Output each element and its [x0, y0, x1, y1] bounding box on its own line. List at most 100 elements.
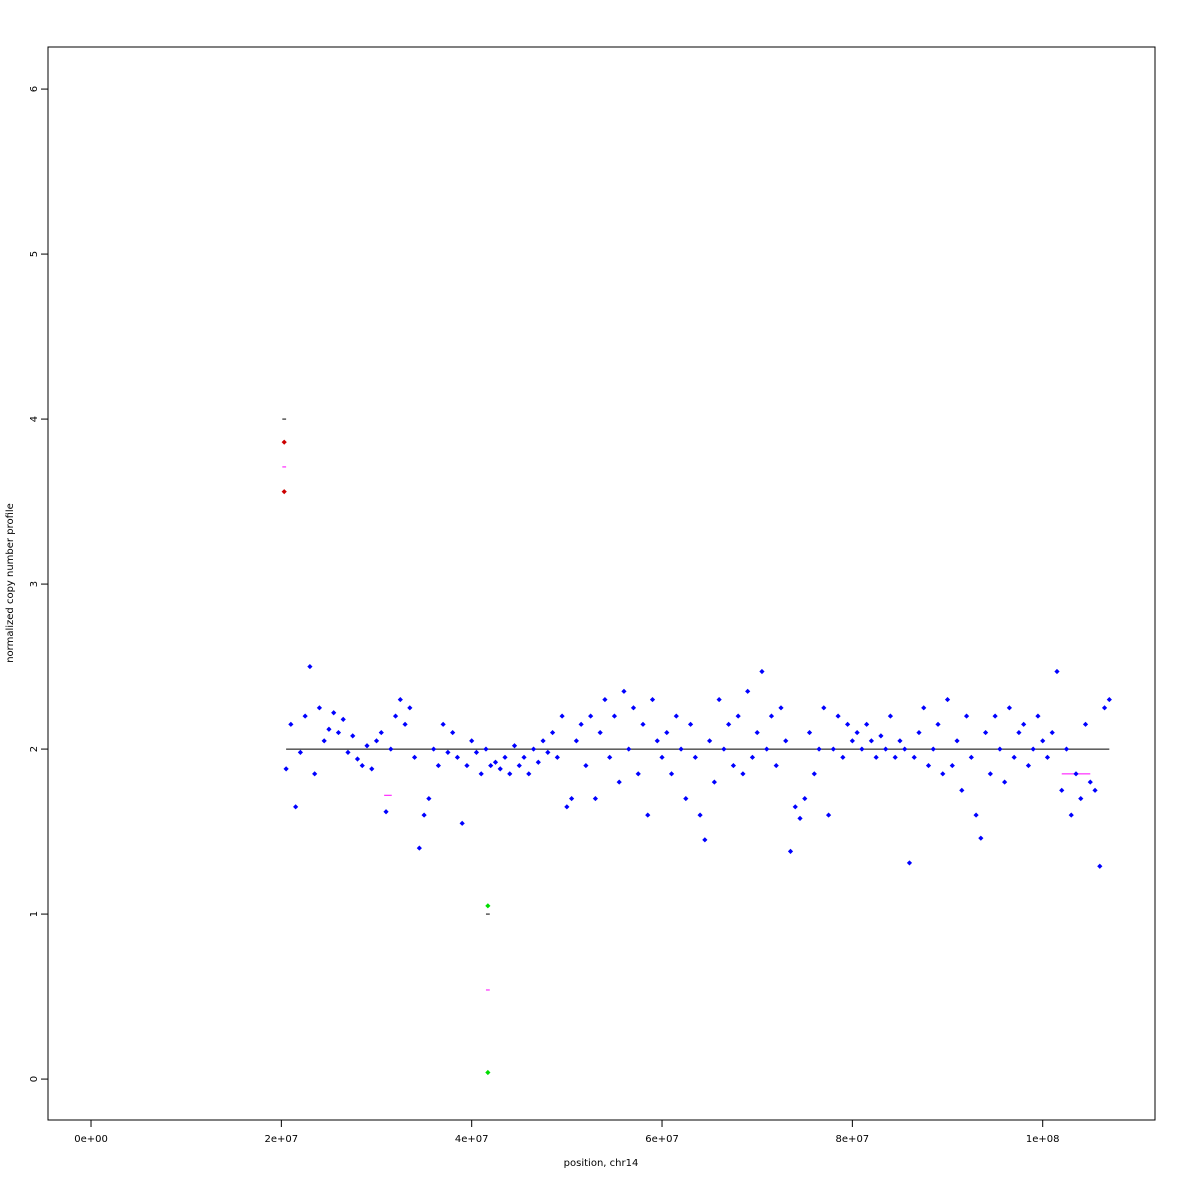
- data-point: [307, 663, 313, 670]
- data-point: [992, 713, 998, 719]
- x-tick-label: 4e+07: [455, 1134, 489, 1145]
- data-point: [326, 726, 332, 732]
- data-point: [1035, 713, 1041, 719]
- data-point: [906, 860, 913, 866]
- data-point: [878, 733, 884, 739]
- data-point: [383, 809, 389, 815]
- data-point: [1101, 705, 1108, 711]
- data-point: [849, 738, 855, 744]
- data-point: [649, 696, 656, 703]
- data-point: [1030, 746, 1036, 752]
- data-point: [293, 804, 299, 810]
- data-point: [811, 771, 817, 777]
- data-point: [635, 771, 641, 777]
- data-point: [283, 766, 289, 772]
- data-point: [892, 754, 898, 760]
- data-point: [402, 721, 408, 727]
- data-point: [1021, 721, 1027, 727]
- data-point: [611, 713, 618, 719]
- data-point: [659, 754, 665, 760]
- data-point: [792, 804, 798, 810]
- data-point: [288, 721, 294, 727]
- data-point: [630, 705, 637, 711]
- data-point: [963, 713, 970, 719]
- data-point: [730, 762, 737, 769]
- data-point: [583, 762, 589, 769]
- data-point: [773, 762, 779, 769]
- x-tick-label: 8e+07: [836, 1134, 870, 1145]
- data-point: [1040, 738, 1046, 744]
- data-point: [868, 738, 874, 744]
- data-point: [821, 705, 827, 711]
- data-point: [1068, 812, 1074, 818]
- data-point: [645, 812, 651, 818]
- data-point: [464, 762, 470, 769]
- data-point: [359, 762, 365, 769]
- data-point: [930, 746, 936, 752]
- data-point: [921, 705, 927, 711]
- data-point: [935, 721, 941, 727]
- data-point: [716, 696, 722, 703]
- data-point: [830, 746, 836, 752]
- data-point: [530, 746, 537, 752]
- data-point: [431, 746, 437, 752]
- data-point: [511, 743, 518, 749]
- data-point: [502, 754, 508, 760]
- data-point: [683, 795, 689, 802]
- data-point: [459, 820, 465, 826]
- data-point: [483, 746, 489, 752]
- data-point: [678, 746, 684, 752]
- data-point: [316, 705, 323, 711]
- data-point: [825, 812, 832, 818]
- data-point: [1025, 762, 1032, 769]
- data-point: [312, 771, 318, 777]
- data-point: [602, 696, 608, 703]
- data-point: [735, 713, 741, 719]
- data-point: [1011, 754, 1017, 760]
- data-point: [1006, 705, 1012, 711]
- data-point: [1073, 771, 1079, 777]
- data-point: [745, 688, 751, 694]
- data-point: [440, 721, 446, 727]
- data-point: [707, 738, 713, 744]
- data-point: [997, 746, 1003, 752]
- data-point: [983, 729, 989, 736]
- data-point: [697, 812, 703, 818]
- data-point: [873, 754, 879, 760]
- data-point: [378, 729, 384, 736]
- data-point: [607, 754, 613, 760]
- data-point: [711, 779, 717, 785]
- data-point: [435, 762, 441, 769]
- data-point: [640, 721, 646, 727]
- data-point: [1002, 779, 1008, 785]
- data-point: [925, 762, 932, 769]
- data-point: [673, 713, 679, 719]
- data-point: [497, 766, 503, 772]
- data-point: [392, 713, 399, 719]
- data-point: [916, 729, 922, 736]
- data-point: [369, 766, 375, 772]
- data-point: [897, 738, 903, 744]
- data-point: [887, 713, 894, 719]
- data-point: [521, 754, 527, 760]
- data-point: [816, 746, 822, 752]
- y-tick-label: 6: [29, 86, 40, 92]
- data-point: [421, 812, 427, 818]
- data-point: [1016, 729, 1022, 736]
- data-point: [469, 738, 475, 744]
- data-point: [949, 762, 955, 769]
- data-point: [797, 815, 803, 821]
- data-point: [364, 743, 370, 749]
- data-point: [407, 705, 413, 711]
- data-point: [654, 738, 660, 744]
- data-point: [297, 749, 303, 755]
- data-point: [473, 749, 480, 755]
- data-point: [1054, 668, 1060, 675]
- data-point: [335, 729, 342, 736]
- data-point: [687, 721, 694, 727]
- data-point: [806, 729, 813, 736]
- data-point: [1078, 795, 1084, 802]
- data-point: [759, 668, 765, 675]
- data-point: [454, 754, 461, 760]
